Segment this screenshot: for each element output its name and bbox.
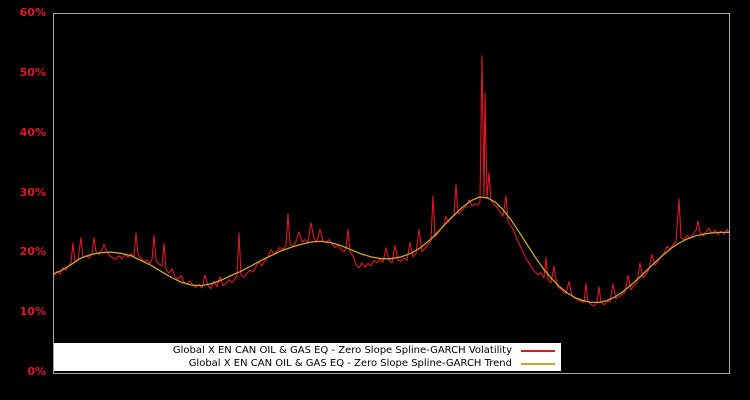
legend-row-volatility: Global X EN CAN OIL & GAS EQ - Zero Slop… [54,345,555,357]
y-axis-tick-label: 60% [19,6,46,19]
trend-line [54,196,729,304]
y-axis-tick-label: 40% [19,125,46,139]
plot-area: Global X EN CAN OIL & GAS EQ - Zero Slop… [53,13,730,374]
y-axis-tick-label: 0% [27,365,46,378]
legend-label-trend: Global X EN CAN OIL & GAS EQ - Zero Slop… [188,357,512,369]
legend-label-volatility: Global X EN CAN OIL & GAS EQ - Zero Slop… [172,344,512,356]
trend-line-sample-icon [521,362,555,365]
legend-row-trend: Global X EN CAN OIL & GAS EQ - Zero Slop… [54,358,555,370]
y-axis-tick-label: 10% [19,305,46,319]
y-axis-tick-label: 30% [19,185,46,199]
y-axis-tick-label: 20% [19,245,46,259]
volatility-line [54,55,729,307]
legend: Global X EN CAN OIL & GAS EQ - Zero Slop… [54,343,561,371]
volatility-line-sample-icon [521,349,555,352]
chart-canvas [54,55,729,307]
y-axis-tick-label: 50% [19,65,46,79]
